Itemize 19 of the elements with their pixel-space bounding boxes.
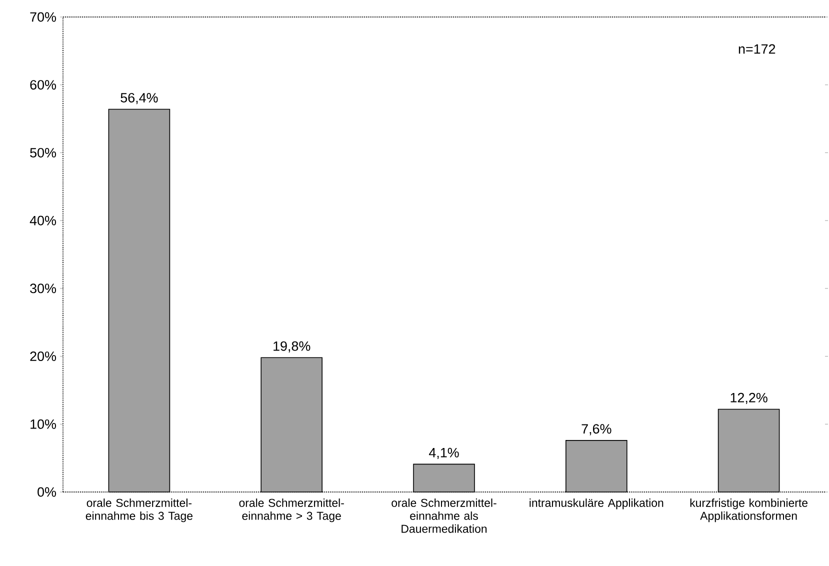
x-tick-label: orale Schmerzmittel-einnahme als Dauermedikation — [392, 498, 496, 533]
data-label: 7,6% — [582, 424, 612, 436]
y-tick-label: 70% — [30, 12, 56, 22]
x-tick-label: intramuskuläre Applikation — [530, 498, 664, 510]
data-label: 4,1% — [428, 448, 459, 459]
annotation: n=172 — [738, 44, 776, 54]
x-tick-label: orale Schmerzmittel-einnahme > 3 Tage — [239, 498, 344, 522]
data-label: 56,4% — [120, 92, 158, 104]
x-tick-label: kurzfristige kombinierte Applikationsformen — [690, 498, 808, 522]
y-tick-label: 30% — [30, 284, 56, 294]
data-label: 12,2% — [730, 392, 768, 404]
y-tick-label: 0% — [38, 487, 56, 497]
y-tick-label: 20% — [30, 352, 56, 362]
y-tick-label: 50% — [30, 148, 56, 158]
data-label: 19,8% — [274, 341, 310, 352]
y-tick-label: 10% — [30, 419, 56, 429]
y-tick-label: 40% — [30, 216, 56, 226]
y-tick-label: 60% — [30, 80, 56, 90]
x-tick-label: orale Schmerzmittel-einnahme bis 3 Tage — [86, 498, 192, 522]
